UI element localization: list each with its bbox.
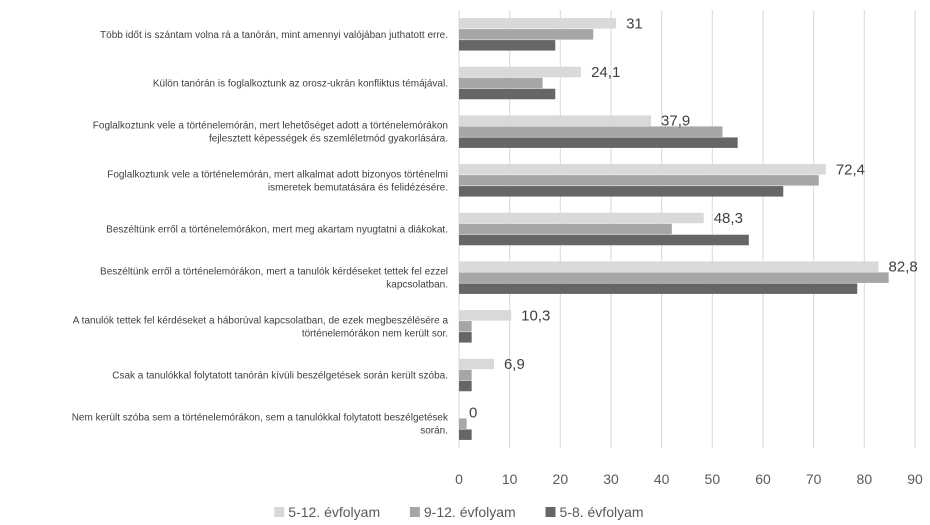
x-tick-label: 40 [654,471,670,487]
bar-2 [459,321,472,332]
bar-1 [459,261,879,272]
bar-3 [459,137,738,148]
bar-1 [459,358,494,370]
category-label: ismeretek bemutatására és felidézésére. [268,182,448,193]
x-tick-label: 20 [553,471,569,487]
legend-swatch [274,507,285,517]
bar-3 [459,88,556,100]
category-label: Foglalkoztunk vele a történelemórán, mer… [93,121,448,132]
category-label: Foglalkoztunk vele a történelemórán, mer… [107,169,448,180]
data-label: 48,3 [714,210,743,227]
legend-label: 5-12. évfolyam [288,504,380,520]
bar-1 [459,115,652,126]
bar-2 [459,175,819,186]
category-label: fejlesztett képességek és szemléletmód g… [209,134,448,145]
x-tick-label: 90 [907,471,923,487]
bar-1 [459,212,704,224]
bar-2 [459,369,472,381]
x-tick-label: 80 [857,471,873,487]
bar-3 [459,234,749,246]
legend-label: 5-8. évfolyam [560,504,644,520]
category-label: Beszéltünk erről a történelemórákon, mer… [106,225,448,236]
bar-3 [459,429,472,440]
bar-3 [459,283,858,294]
data-label: 0 [469,405,477,422]
bar-1 [459,164,826,175]
legend: 5-12. évfolyam 9-12. évfolyam 5-8. évfolya… [274,504,644,520]
data-label: 6,9 [504,356,525,373]
bar-2 [459,418,467,429]
category-label: során. [420,426,448,437]
category-label: Több időt is szántam volna rá a tanórán,… [100,30,448,41]
data-label: 24,1 [591,64,620,81]
data-label: 10,3 [521,307,550,324]
category-label: A tanulók tettek fel kérdéseket a háború… [73,315,449,326]
data-label: 37,9 [661,113,690,130]
bar-3 [459,40,556,51]
legend-swatch [545,507,556,517]
category-label: kapcsolatban. [386,280,448,291]
bar-1 [459,66,582,78]
data-label: 31 [626,15,643,32]
category-label: Csak a tanulókkal folytatott tanórán kív… [112,371,448,382]
bars [459,18,889,440]
legend-label: 9-12. évfolyam [424,504,516,520]
category-label: Külön tanórán is foglalkoztunk az orosz-… [153,79,448,90]
bar-2 [459,29,594,40]
bar-2 [459,77,543,89]
x-tick-label: 60 [755,471,771,487]
data-label: 82,8 [889,259,918,276]
x-tick-label: 10 [502,471,518,487]
x-tick-label: 50 [705,471,721,487]
x-axis-tick-labels: 0 10 20 30 40 50 60 70 80 90 [455,471,923,487]
bar-3 [459,186,784,197]
bar-3 [459,332,472,343]
bar-2 [459,272,889,283]
category-label: történelemórákon nem került sor. [302,328,448,339]
category-labels: Több időt is szántam volna rá a tanórán,… [72,30,449,437]
category-label: Beszéltünk erről a történelemórákon, mer… [100,267,448,278]
x-tick-label: 0 [455,471,463,487]
legend-swatch [409,507,420,517]
data-label: 72,4 [836,161,865,178]
category-label: Nem került szóba sem a történelemórákon,… [72,413,449,424]
bar-1 [459,310,512,321]
bar-2 [459,126,723,137]
bar-3 [459,380,472,392]
bar-2 [459,223,672,235]
data-labels: 31 24,1 37,9 72,4 48,3 82,8 10,3 6,9 0 [469,15,918,421]
x-tick-label: 30 [603,471,619,487]
bar-1 [459,18,617,29]
x-tick-label: 70 [806,471,822,487]
